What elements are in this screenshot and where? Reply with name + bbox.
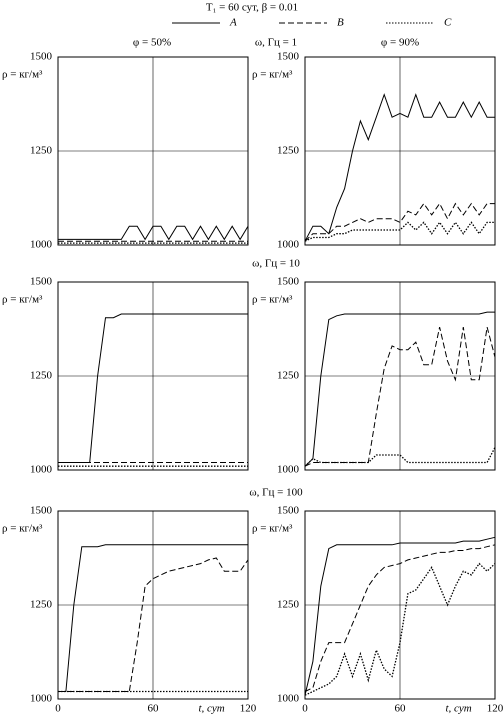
x-tick-label: 0 — [302, 703, 308, 715]
data-line — [304, 326, 496, 467]
column-title: φ = 50% — [133, 37, 171, 49]
data-line — [304, 221, 495, 242]
y-tick-label: 1250 — [277, 370, 300, 382]
data-line — [304, 447, 496, 467]
y-tick-label: 1000 — [30, 239, 53, 251]
y-tick-label: 1000 — [30, 693, 53, 705]
y-tick-label: 1250 — [277, 599, 300, 611]
y-tick-label: 1000 — [30, 464, 53, 476]
column-title: φ = 90% — [381, 37, 419, 49]
legend-label: A — [229, 17, 237, 29]
y-tick-label: 1000 — [277, 239, 300, 251]
data-line — [304, 311, 495, 467]
data-line — [58, 557, 249, 692]
data-line — [58, 544, 248, 692]
y-tick-label: 1500 — [277, 51, 300, 63]
y-axis-label: ρ = кг/м³ — [2, 523, 43, 535]
data-line — [304, 562, 496, 696]
y-tick-label: 1500 — [30, 276, 53, 288]
x-tick-label: 120 — [240, 703, 257, 715]
data-line — [304, 536, 496, 696]
y-tick-label: 1500 — [30, 51, 53, 63]
y-tick-label: 1500 — [277, 505, 300, 517]
legend-label: C — [444, 17, 452, 29]
figure-title: T₁ = 60 сут, β = 0.01 — [206, 2, 298, 14]
y-axis-label: ρ = кг/м³ — [2, 294, 43, 306]
row-title: ω, Гц = 100 — [249, 487, 303, 499]
data-line — [304, 93, 495, 242]
y-axis-label: ρ = кг/м³ — [2, 69, 43, 81]
y-tick-label: 1500 — [277, 276, 300, 288]
x-axis-label: t, сут — [445, 703, 471, 715]
x-tick-label: 0 — [55, 703, 61, 715]
data-line — [304, 202, 495, 242]
row-title: ω, Гц = 10 — [252, 258, 300, 270]
x-tick-label: 60 — [395, 703, 407, 715]
data-line — [304, 544, 496, 692]
y-axis-label: ρ = кг/м³ — [252, 523, 293, 535]
y-tick-label: 1250 — [30, 599, 53, 611]
y-tick-label: 1000 — [277, 693, 300, 705]
data-line — [58, 225, 249, 241]
y-axis-label: ρ = кг/м³ — [252, 69, 293, 81]
legend-label: B — [337, 17, 344, 29]
x-tick-label: 120 — [487, 703, 503, 715]
y-tick-label: 1250 — [30, 370, 53, 382]
y-tick-label: 1000 — [277, 464, 300, 476]
y-tick-label: 1250 — [30, 145, 53, 157]
row-title: ω, Гц = 1 — [255, 37, 297, 49]
x-tick-label: 60 — [148, 703, 160, 715]
y-tick-label: 1500 — [30, 505, 53, 517]
y-tick-label: 1250 — [277, 145, 300, 157]
y-axis-label: ρ = кг/м³ — [252, 294, 293, 306]
x-axis-label: t, сут — [198, 703, 224, 715]
